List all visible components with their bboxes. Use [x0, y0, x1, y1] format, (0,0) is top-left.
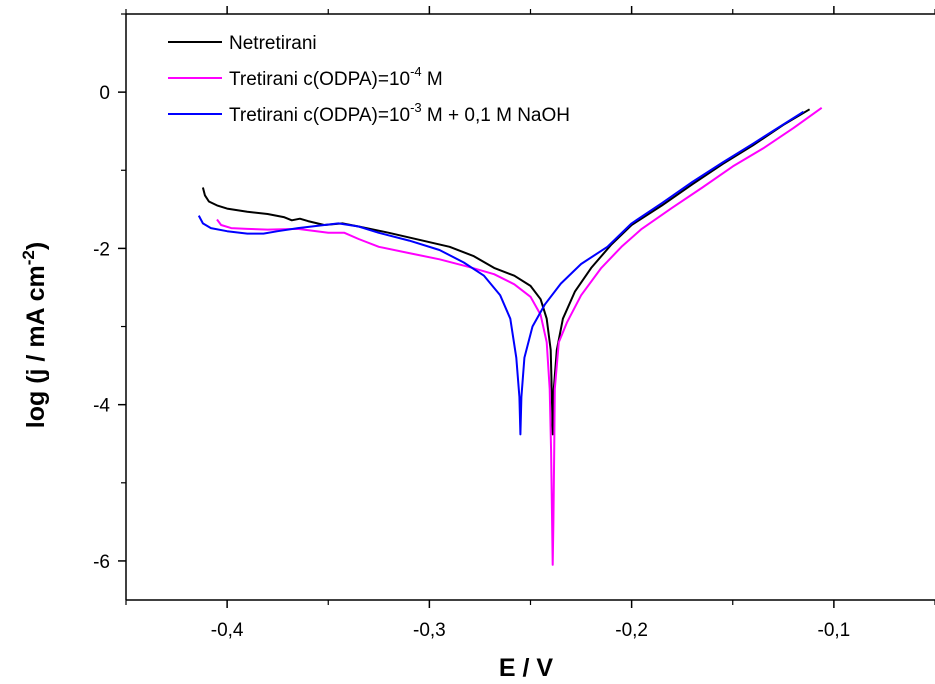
- y-axis-ticks: 0 -2 -4 -6: [93, 13, 126, 573]
- y-axis-title: log (j / mA cm-2): [19, 242, 50, 428]
- y-axis-title-text: log (j / mA cm: [22, 265, 50, 428]
- x-tick-label: -0,1: [818, 620, 851, 641]
- x-tick-label: -0,2: [615, 620, 648, 641]
- y-tick-label: -4: [93, 396, 110, 417]
- y-axis-title-close: ): [22, 242, 50, 250]
- series-line-3: [197, 110, 805, 436]
- legend-label-1: Netretirani: [229, 33, 317, 54]
- y-tick-label: -2: [93, 239, 110, 260]
- series-line-2: [216, 106, 823, 566]
- y-axis-title-sup: -2: [19, 250, 38, 265]
- y-tick-label: -6: [93, 552, 110, 573]
- legend: Netretirani Tretirani c(ODPA)=10-4 M Treti…: [168, 33, 570, 126]
- plot-frame: [125, 13, 935, 601]
- series-line-1: [201, 108, 811, 436]
- x-tick-label: -0,4: [211, 620, 244, 641]
- series-layer: [197, 106, 823, 566]
- legend-label-2: Tretirani c(ODPA)=10-4 M: [229, 64, 443, 90]
- x-axis-title: E / V: [499, 654, 554, 682]
- x-axis-ticks: -0,4 -0,3 -0,2 -0,1: [125, 6, 935, 641]
- legend-label-3: Tretirani c(ODPA)=10-3 M + 0,1 M NaOH: [229, 100, 570, 126]
- y-tick-label: 0: [99, 83, 110, 104]
- x-tick-label: -0,3: [413, 620, 446, 641]
